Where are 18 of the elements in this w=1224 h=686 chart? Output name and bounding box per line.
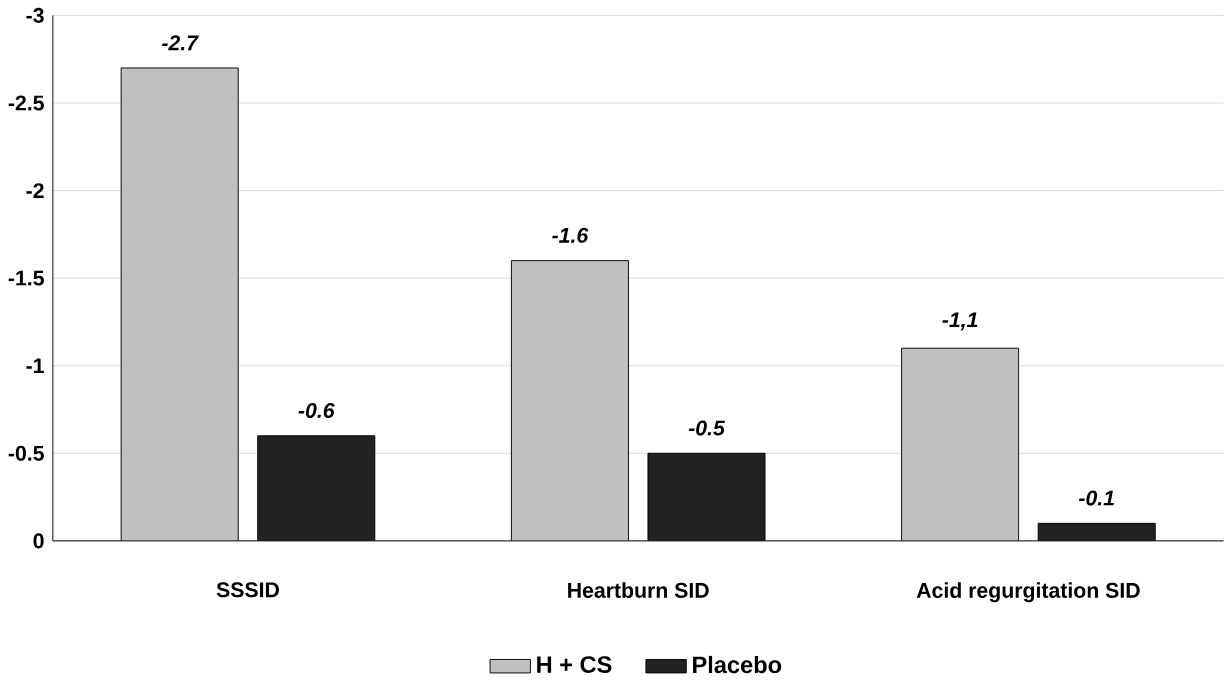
x-tick-label: Heartburn SID: [568, 582, 709, 598]
y-tick-label: -1.5: [8, 270, 44, 286]
y-tick-label: -0.5: [8, 445, 44, 461]
y-tick-label: 0: [33, 533, 44, 549]
data-label: -1,1: [942, 312, 978, 331]
legend-label: H + CS: [537, 656, 612, 673]
x-tick-label: Acid regurgitation SID: [916, 582, 1140, 603]
x-tick-label: SSSID: [216, 582, 279, 598]
data-label: -0.5: [688, 420, 726, 436]
data-label: -0.1: [1078, 490, 1114, 506]
data-label: -0.6: [298, 402, 335, 418]
y-tick-label: -2: [26, 183, 44, 198]
y-tick-label: -2.5: [8, 95, 44, 111]
data-label: -1.6: [552, 227, 589, 243]
y-tick-label: -3: [26, 7, 44, 23]
legend-label: Placebo: [693, 655, 782, 674]
data-label: -2.7: [161, 35, 199, 51]
y-tick-label: -1: [26, 358, 44, 374]
